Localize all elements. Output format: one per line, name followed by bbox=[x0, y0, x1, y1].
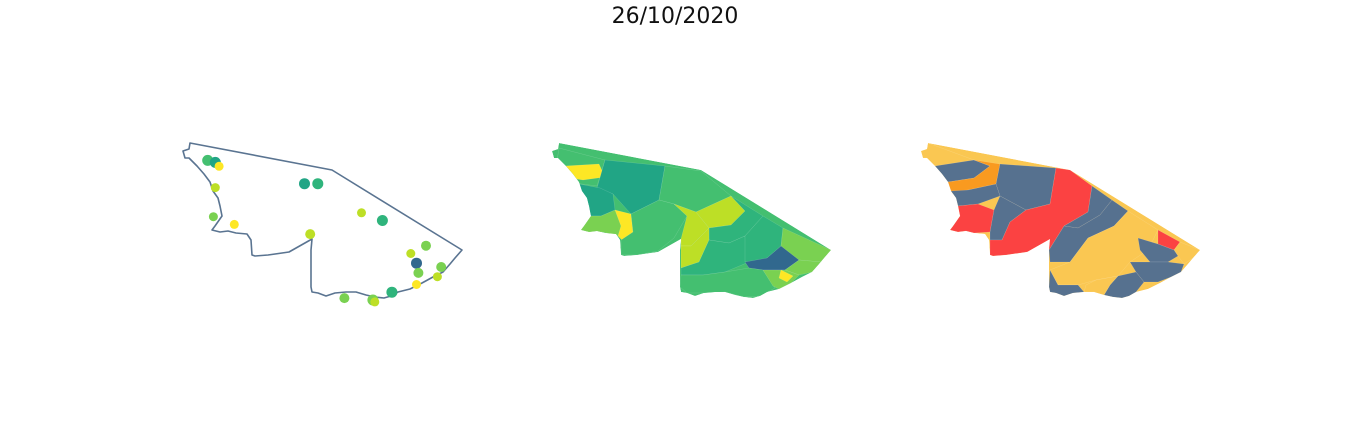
map-point-12 bbox=[406, 249, 416, 258]
map-point-19 bbox=[386, 286, 398, 298]
map-point-3 bbox=[214, 161, 224, 171]
risk-region-18 bbox=[1083, 275, 1119, 296]
map-point-8 bbox=[312, 178, 324, 190]
risk-region-10 bbox=[1048, 199, 1129, 263]
risk-choropleth-panel bbox=[921, 143, 1200, 298]
viridis-region-8 bbox=[620, 199, 688, 256]
map-point-18 bbox=[412, 280, 421, 289]
map-point-9 bbox=[357, 208, 366, 218]
map-point-20 bbox=[339, 293, 350, 304]
map-point-7 bbox=[299, 178, 310, 190]
map-point-6 bbox=[229, 219, 239, 229]
figure-title: 26/10/2020 bbox=[611, 4, 739, 29]
map-point-16 bbox=[436, 262, 447, 272]
viridis-region-17 bbox=[784, 259, 822, 276]
map-point-17 bbox=[432, 272, 442, 282]
map-point-5 bbox=[208, 212, 218, 222]
viridis-choropleth-panel bbox=[552, 143, 831, 298]
risk-region-6 bbox=[949, 203, 995, 234]
map-point-4 bbox=[210, 183, 220, 193]
map-point-13 bbox=[421, 240, 431, 251]
map-point-11 bbox=[305, 229, 316, 240]
viridis-region-20 bbox=[778, 269, 794, 283]
points-map-panel bbox=[182, 142, 463, 307]
risk-region-15 bbox=[1137, 237, 1179, 263]
viridis-region-18 bbox=[679, 267, 776, 298]
map-point-15 bbox=[413, 267, 424, 278]
map-point-22 bbox=[370, 297, 380, 307]
viridis-region-2 bbox=[564, 163, 606, 181]
risk-region-12 bbox=[1048, 269, 1085, 297]
map-point-10 bbox=[376, 215, 388, 226]
map-point-14 bbox=[411, 257, 422, 269]
